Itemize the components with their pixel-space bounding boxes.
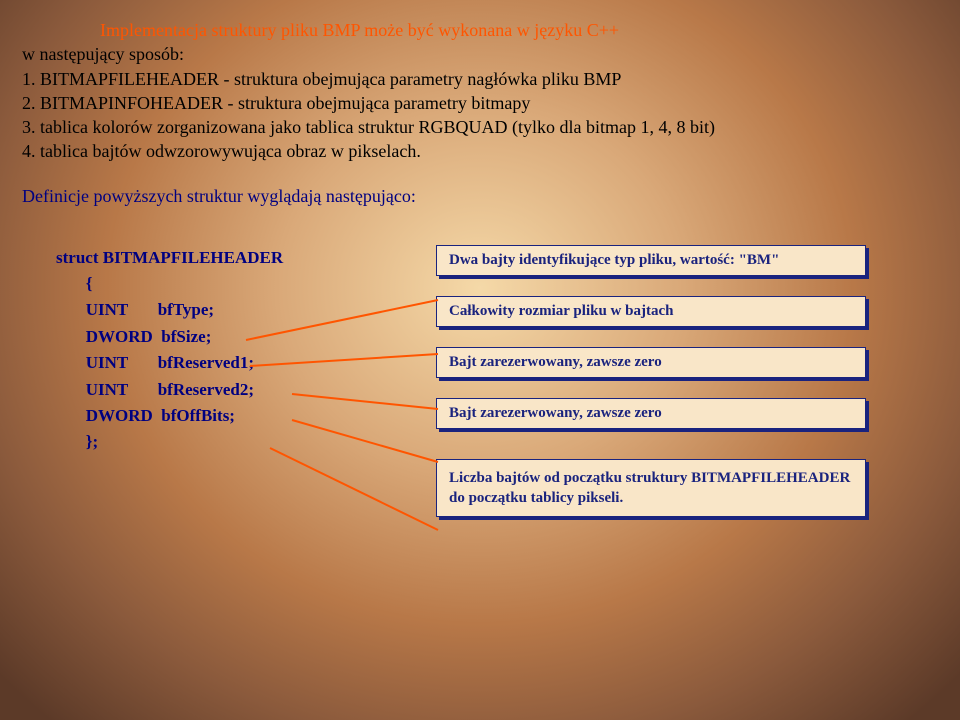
list-item-3: 3. tablica kolorów zorganizowana jako ta… (22, 115, 938, 139)
struct-open-brace: { (56, 271, 356, 297)
struct-field-bfoffbits: DWORD bfOffBits; (56, 403, 356, 429)
struct-field-bfsize: DWORD bfSize; (56, 324, 356, 350)
struct-name: struct BITMAPFILEHEADER (56, 245, 356, 271)
intro-black-text: w następujący sposób: (22, 44, 184, 64)
box-bftype: Dwa bajty identyfikujące typ pliku, wart… (436, 245, 866, 276)
intro-orange-text: Implementacja struktury pliku BMP może b… (100, 20, 619, 40)
box-bfsize: Całkowity rozmiar pliku w bajtach (436, 296, 866, 327)
list-item-2: 2. BITMAPINFOHEADER - struktura obejmują… (22, 91, 938, 115)
struct-and-boxes-row: struct BITMAPFILEHEADER { UINT bfType; D… (22, 245, 938, 538)
struct-field-bftype: UINT bfType; (56, 297, 356, 323)
intro-section: Implementacja struktury pliku BMP może b… (22, 18, 938, 164)
definitions-heading: Definicje powyższych struktur wyglądają … (22, 186, 938, 207)
box-bfreserved2: Bajt zarezerwowany, zawsze zero (436, 398, 866, 429)
box-bfoffbits: Liczba bajtów od początku struktury BITM… (436, 459, 866, 518)
struct-close-brace: }; (56, 429, 356, 455)
list-item-1: 1. BITMAPFILEHEADER - struktura obejmują… (22, 67, 938, 91)
struct-field-bfreserved1: UINT bfReserved1; (56, 350, 356, 376)
list-item-4: 4. tablica bajtów odwzorowywująca obraz … (22, 139, 938, 163)
box-bfreserved1: Bajt zarezerwowany, zawsze zero (436, 347, 866, 378)
struct-field-bfreserved2: UINT bfReserved2; (56, 377, 356, 403)
annotation-boxes: Dwa bajty identyfikujące typ pliku, wart… (436, 245, 866, 538)
struct-definition: struct BITMAPFILEHEADER { UINT bfType; D… (56, 245, 356, 456)
